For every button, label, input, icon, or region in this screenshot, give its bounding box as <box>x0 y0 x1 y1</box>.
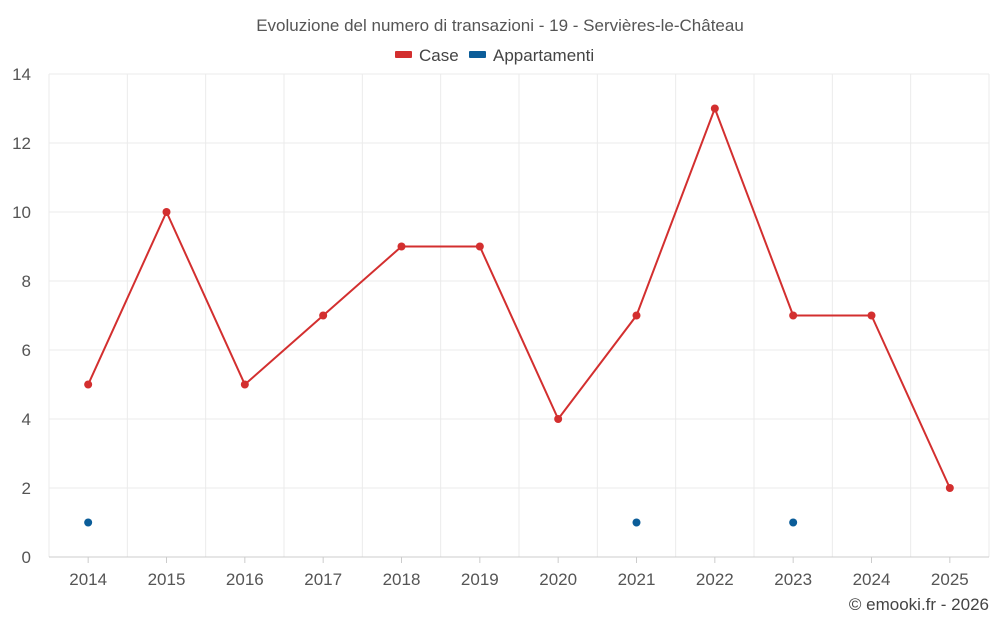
x-tick-label: 2018 <box>383 570 421 589</box>
legend: Case Appartamenti <box>395 46 594 65</box>
x-tick-label: 2014 <box>69 570 107 589</box>
chart-title: Evoluzione del numero di transazioni - 1… <box>256 16 744 35</box>
y-axis: 0 2 4 6 8 10 12 14 <box>12 65 31 567</box>
y-tick-label: 0 <box>22 548 31 567</box>
x-tick-label: 2023 <box>774 570 812 589</box>
y-tick-label: 8 <box>22 272 31 291</box>
legend-label-case: Case <box>419 46 459 65</box>
x-tick-label: 2022 <box>696 570 734 589</box>
x-tick-label: 2019 <box>461 570 499 589</box>
legend-item-appartamenti[interactable]: Appartamenti <box>469 46 594 65</box>
data-point-case <box>789 311 798 320</box>
data-point-case <box>867 311 876 320</box>
legend-label-appartamenti: Appartamenti <box>493 46 594 65</box>
data-point-case <box>554 415 563 423</box>
y-tick-label: 10 <box>12 203 31 222</box>
series-layer <box>84 104 954 527</box>
y-tick-label: 12 <box>12 134 31 153</box>
x-tick-label: 2021 <box>618 570 656 589</box>
y-tick-label: 14 <box>12 65 31 84</box>
series-line-case <box>87 107 951 489</box>
x-tick-label: 2024 <box>853 570 891 589</box>
data-point-appartamenti <box>632 518 641 527</box>
data-point-case <box>475 242 484 251</box>
x-tick-label: 2015 <box>148 570 186 589</box>
data-point-case <box>84 380 93 389</box>
x-tick-label: 2017 <box>304 570 342 589</box>
y-tick-label: 6 <box>22 341 31 360</box>
data-point-case <box>945 484 954 492</box>
x-axis: 2014 2015 2016 2017 2018 2019 2020 2021 2022 2023… <box>49 556 989 589</box>
data-point-case <box>397 242 406 251</box>
credit: © emooki.fr - 2026 <box>849 595 989 614</box>
y-tick-label: 2 <box>22 479 31 498</box>
x-tick-label: 2025 <box>931 570 969 589</box>
legend-swatch-case <box>395 51 412 58</box>
data-point-appartamenti <box>84 518 93 527</box>
data-point-case <box>240 380 249 389</box>
data-point-case <box>710 104 719 113</box>
data-point-case <box>632 311 641 320</box>
legend-item-case[interactable]: Case <box>395 46 459 65</box>
x-tick-label: 2020 <box>539 570 577 589</box>
y-tick-label: 4 <box>22 410 31 429</box>
data-point-appartamenti <box>789 518 798 527</box>
legend-swatch-appartamenti <box>469 51 486 58</box>
x-tick-label: 2016 <box>226 570 264 589</box>
data-point-case <box>162 208 171 216</box>
data-point-case <box>319 311 328 320</box>
